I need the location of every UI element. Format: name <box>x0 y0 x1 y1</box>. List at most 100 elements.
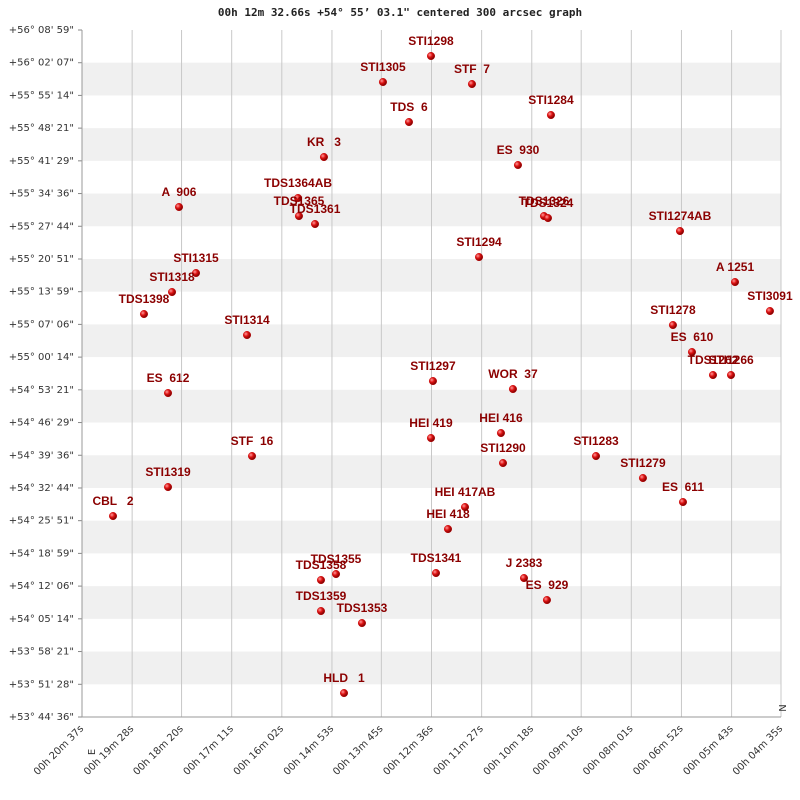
y-tick-label: +53° 58' 21" <box>9 647 74 658</box>
east-label: E <box>87 749 98 755</box>
x-tick-label: 00h 17m 11s <box>182 723 236 777</box>
star-label: STI1284 <box>528 93 574 107</box>
star-label: TDS1355 <box>311 552 362 566</box>
y-tick-label: +53° 44' 36" <box>9 712 74 723</box>
star-point <box>243 331 252 340</box>
y-tick-label: +55° 13' 59" <box>9 287 74 298</box>
star-point <box>357 619 366 628</box>
star-point <box>542 596 551 605</box>
y-tick-label: +55° 48' 21" <box>9 123 74 134</box>
star-point <box>519 574 528 583</box>
star-label: HEI 419 <box>409 416 453 430</box>
star-label: STI1278 <box>650 303 696 317</box>
y-tick-label: +54° 25' 51" <box>9 516 74 527</box>
star-point <box>678 498 687 507</box>
x-tick-label: 00h 10m 18s <box>482 723 536 777</box>
star-label: STI1305 <box>360 60 406 74</box>
star-point <box>498 459 507 468</box>
star-label: TDS1326 <box>519 194 570 208</box>
star-point <box>164 483 173 492</box>
star-label: ES 611 <box>662 480 704 494</box>
star-point <box>496 429 505 438</box>
star-label: ES 610 <box>671 330 714 344</box>
star-label: STI1279 <box>620 456 666 470</box>
star-label: STI1319 <box>145 465 191 479</box>
star-point <box>687 348 696 357</box>
north-label: N <box>778 704 789 711</box>
x-tick-label: 00h 09m 10s <box>531 723 585 777</box>
star-label: STI3091 <box>747 289 793 303</box>
y-tick-label: +54° 05' 14" <box>9 614 74 625</box>
x-tick-label: 00h 08m 01s <box>581 723 635 777</box>
star-label: TDS1365 <box>274 194 325 208</box>
star-label: A 1251 <box>716 260 755 274</box>
y-tick-label: +54° 32' 44" <box>9 483 74 494</box>
star-label: WOR 37 <box>488 367 538 381</box>
star-label: KR 3 <box>307 135 341 149</box>
star-point <box>248 452 257 461</box>
y-tick-label: +54° 12' 06" <box>9 581 74 592</box>
star-label: TDS1341 <box>411 551 462 565</box>
star-label: TDS1324 <box>523 196 574 210</box>
star-point <box>676 227 685 236</box>
y-tick-label: +55° 55' 14" <box>9 90 74 101</box>
star-point <box>192 269 201 278</box>
x-tick-label: 00h 20m 37s <box>32 723 86 777</box>
star-label: TDS 6 <box>390 100 428 114</box>
y-tick-label: +55° 41' 29" <box>9 156 74 167</box>
star-label: ES 930 <box>497 143 540 157</box>
star-point <box>316 576 325 585</box>
star-point <box>139 310 148 319</box>
star-label: TDS1359 <box>296 589 347 603</box>
star-label: STI1290 <box>480 441 526 455</box>
star-point <box>668 321 677 330</box>
star-point <box>460 503 469 512</box>
star-label: STI1315 <box>173 251 219 265</box>
star-label: STI1314 <box>224 313 270 327</box>
star-point <box>426 434 435 443</box>
star-point <box>175 203 184 212</box>
star-point <box>426 52 435 61</box>
star-point <box>765 307 774 316</box>
star-point <box>404 118 413 127</box>
star-point <box>543 214 552 223</box>
star-point <box>638 474 647 483</box>
star-label: TDS1353 <box>337 601 388 615</box>
star-label: STI1283 <box>573 434 619 448</box>
star-point <box>592 452 601 461</box>
y-tick-label: +53° 51' 28" <box>9 679 74 690</box>
x-tick-label: 00h 05m 43s <box>682 723 736 777</box>
star-point <box>727 371 736 380</box>
star-point <box>428 377 437 386</box>
star-point <box>168 288 177 297</box>
star-point <box>109 512 118 521</box>
star-point <box>443 525 452 534</box>
y-tick-label: +55° 34' 36" <box>9 189 74 200</box>
y-tick-label: +55° 27' 44" <box>9 221 74 232</box>
star-point <box>340 689 349 698</box>
y-tick-label: +55° 07' 06" <box>9 319 74 330</box>
star-label: TDS1262 <box>688 353 739 367</box>
x-tick-label: 00h 06m 52s <box>631 723 685 777</box>
star-label: TDS1361 <box>290 202 341 216</box>
star-label: A 906 <box>162 185 197 199</box>
star-label: STI1294 <box>456 235 502 249</box>
star-point <box>508 385 517 394</box>
y-tick-label: +55° 00' 14" <box>9 352 74 363</box>
star-label: HEI 418 <box>426 507 470 521</box>
x-tick-label: 00h 16m 02s <box>232 723 286 777</box>
x-tick-label: 00h 18m 20s <box>131 723 185 777</box>
star-point <box>432 569 441 578</box>
star-label: TDS1364AB <box>264 176 332 190</box>
x-tick-label: 00h 12m 36s <box>381 723 435 777</box>
star-label: J 2383 <box>506 556 543 570</box>
x-tick-label: 00h 14m 53s <box>282 723 336 777</box>
star-label: CBL 2 <box>92 494 133 508</box>
star-label: STI1274AB <box>649 209 712 223</box>
star-label: STF 16 <box>231 434 274 448</box>
star-label: ES 612 <box>147 371 190 385</box>
star-point <box>311 220 320 229</box>
star-point <box>731 278 740 287</box>
y-tick-label: +54° 46' 29" <box>9 418 74 429</box>
star-point <box>475 253 484 262</box>
